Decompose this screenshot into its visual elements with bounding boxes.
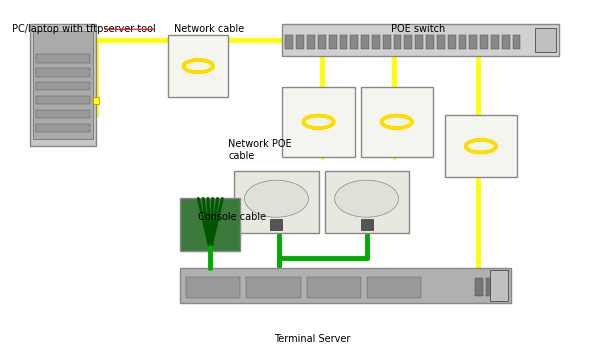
Circle shape [245, 180, 308, 217]
Bar [361, 35, 369, 49]
Bar [282, 87, 355, 157]
Bar [36, 124, 90, 132]
Bar [307, 35, 315, 49]
Bar [340, 35, 347, 49]
Bar [36, 54, 90, 63]
Bar [36, 110, 90, 118]
Bar [180, 268, 511, 303]
Bar [361, 87, 433, 157]
Bar [325, 171, 409, 233]
Bar [36, 68, 90, 77]
Bar [318, 35, 326, 49]
Bar [445, 115, 517, 177]
Bar [30, 24, 96, 146]
Bar [480, 35, 488, 49]
Bar [491, 35, 499, 49]
Circle shape [335, 180, 398, 217]
Bar [329, 35, 337, 49]
Bar [307, 277, 361, 298]
Bar [404, 35, 412, 49]
Bar [186, 277, 240, 298]
Text: Network POE
cable: Network POE cable [228, 139, 292, 161]
Bar [426, 35, 434, 49]
Bar [168, 35, 228, 97]
Bar [33, 31, 93, 139]
Bar [361, 219, 373, 230]
Bar [448, 35, 456, 49]
Text: Console cable: Console cable [198, 212, 266, 222]
Bar [394, 35, 401, 49]
Bar [36, 96, 90, 104]
Bar [234, 171, 319, 233]
Bar [383, 35, 391, 49]
Bar [486, 278, 493, 296]
Bar [372, 35, 380, 49]
Bar [475, 278, 483, 296]
Bar [490, 270, 508, 301]
Bar [502, 35, 510, 49]
Bar [180, 198, 240, 251]
Text: Terminal Server: Terminal Server [274, 334, 351, 344]
Bar [459, 35, 466, 49]
Bar [513, 35, 520, 49]
Bar [296, 35, 304, 49]
Bar [367, 277, 421, 298]
Text: Network cable: Network cable [174, 24, 245, 34]
Bar [282, 24, 559, 56]
Bar [350, 35, 358, 49]
Bar [270, 219, 282, 230]
Text: PC/laptop with tftpserver tool: PC/laptop with tftpserver tool [12, 24, 156, 34]
Bar [496, 278, 504, 296]
Bar [437, 35, 445, 49]
Bar [93, 97, 99, 104]
Bar [285, 35, 293, 49]
Bar [246, 277, 300, 298]
Bar [469, 35, 477, 49]
Bar [535, 28, 556, 52]
Bar [415, 35, 423, 49]
Text: POE switch: POE switch [391, 24, 445, 34]
Bar [36, 82, 90, 90]
